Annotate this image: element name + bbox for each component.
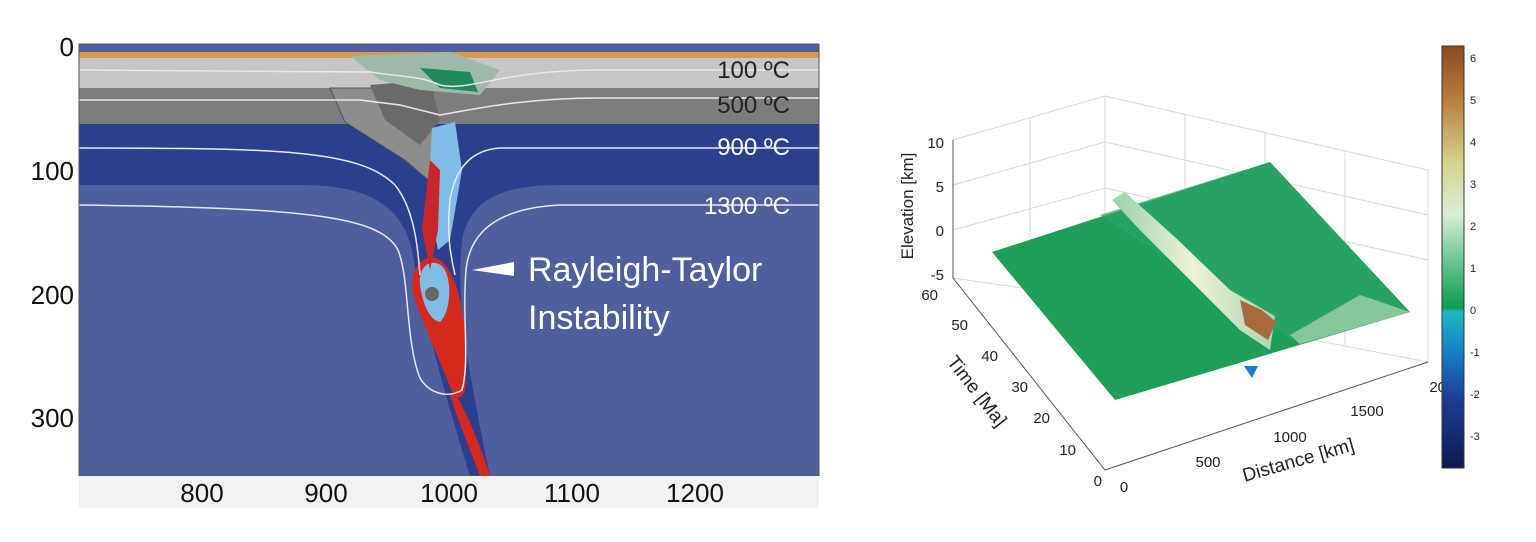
lower-crust-layer xyxy=(79,88,819,124)
isotherm-label-500: 500 ºC xyxy=(717,92,790,119)
time-axis-label: Time [Ma] xyxy=(942,352,1010,431)
rt-drip-tail xyxy=(450,392,490,476)
colorbar-tick-2: 2 xyxy=(1470,221,1476,233)
colorbar-tick-0: 0 xyxy=(1470,305,1476,317)
x-tick-1100: 1100 xyxy=(544,478,600,508)
trough-blue xyxy=(1244,366,1258,378)
x-tick-800: 800 xyxy=(180,478,223,508)
colorbar-tick-5: 5 xyxy=(1470,95,1476,107)
cross-section-panel: 100 ºC 500 ºC 900 ºC 1300 ºC Rayleigh-Ta… xyxy=(31,32,820,508)
time-tick-0: 0 xyxy=(1094,473,1102,490)
x-axis-strip xyxy=(79,476,819,508)
colorbar-tick-3: 3 xyxy=(1470,179,1476,191)
crustal-root xyxy=(370,80,440,145)
isotherm-label-900: 900 ºC xyxy=(717,134,790,161)
isotherm-label-1300: 1300 ºC xyxy=(704,193,790,220)
colorbar-tick-minus3: -3 xyxy=(1470,431,1480,443)
box-axes xyxy=(952,140,1429,471)
annotation-line-2: Instability xyxy=(528,299,670,337)
ridge-peak xyxy=(1240,300,1276,340)
colorbar-tick-4: 4 xyxy=(1470,137,1476,149)
x-tick-900: 900 xyxy=(304,478,347,508)
isotherm-label-100: 100 ºC xyxy=(717,57,790,84)
x-tick-1200: 1200 xyxy=(666,478,724,508)
colorbar-tick-minus2: -2 xyxy=(1470,389,1480,401)
elevation-tick-0: 0 xyxy=(936,223,944,240)
drip-core xyxy=(425,287,439,301)
y-tick-200: 200 xyxy=(31,280,74,310)
distance-tick-0: 0 xyxy=(1120,479,1128,496)
slab-red-upper xyxy=(422,160,440,270)
elevation-tick-5: 5 xyxy=(936,179,944,196)
elevation-tick-10: 10 xyxy=(927,135,944,152)
distance-tick-500: 500 xyxy=(1195,454,1220,471)
annotation-line-1: Rayleigh-Taylor xyxy=(528,251,762,289)
time-tick-50: 50 xyxy=(951,317,968,334)
time-tick-10: 10 xyxy=(1059,442,1076,459)
distance-tick-1000: 1000 xyxy=(1273,429,1306,446)
x-tick-1000: 1000 xyxy=(420,478,478,508)
annotation-arrow xyxy=(472,262,514,276)
isotherm-lines xyxy=(79,69,819,395)
colorbar-tick-minus1: -1 xyxy=(1470,347,1480,359)
colorbar-tick-1: 1 xyxy=(1470,263,1476,275)
elevation-axis-label: Elevation [km] xyxy=(898,153,917,260)
colorbar xyxy=(1441,45,1465,469)
distance-tick-1500: 1500 xyxy=(1350,403,1383,420)
y-tick-100: 100 xyxy=(31,156,74,186)
y-tick-0: 0 xyxy=(60,32,74,62)
time-tick-20: 20 xyxy=(1033,410,1050,427)
time-tick-30: 30 xyxy=(1011,379,1028,396)
colorbar-ticks: 6 5 4 3 2 1 0 -1 -2 -3 xyxy=(1470,53,1480,443)
surface-light-edge xyxy=(1290,295,1410,344)
surface-plot-panel: Elevation [km] 10 5 0 -5 Time [Ma] 60 50… xyxy=(898,45,1480,496)
time-tick-60: 60 xyxy=(921,287,938,304)
elevation-tick-minus5: -5 xyxy=(931,267,944,284)
mountain-ridge xyxy=(1112,192,1275,350)
time-tick-40: 40 xyxy=(981,348,998,365)
y-tick-300: 300 xyxy=(31,403,74,433)
colorbar-tick-6: 6 xyxy=(1470,53,1476,65)
surface-shading xyxy=(1100,162,1410,344)
